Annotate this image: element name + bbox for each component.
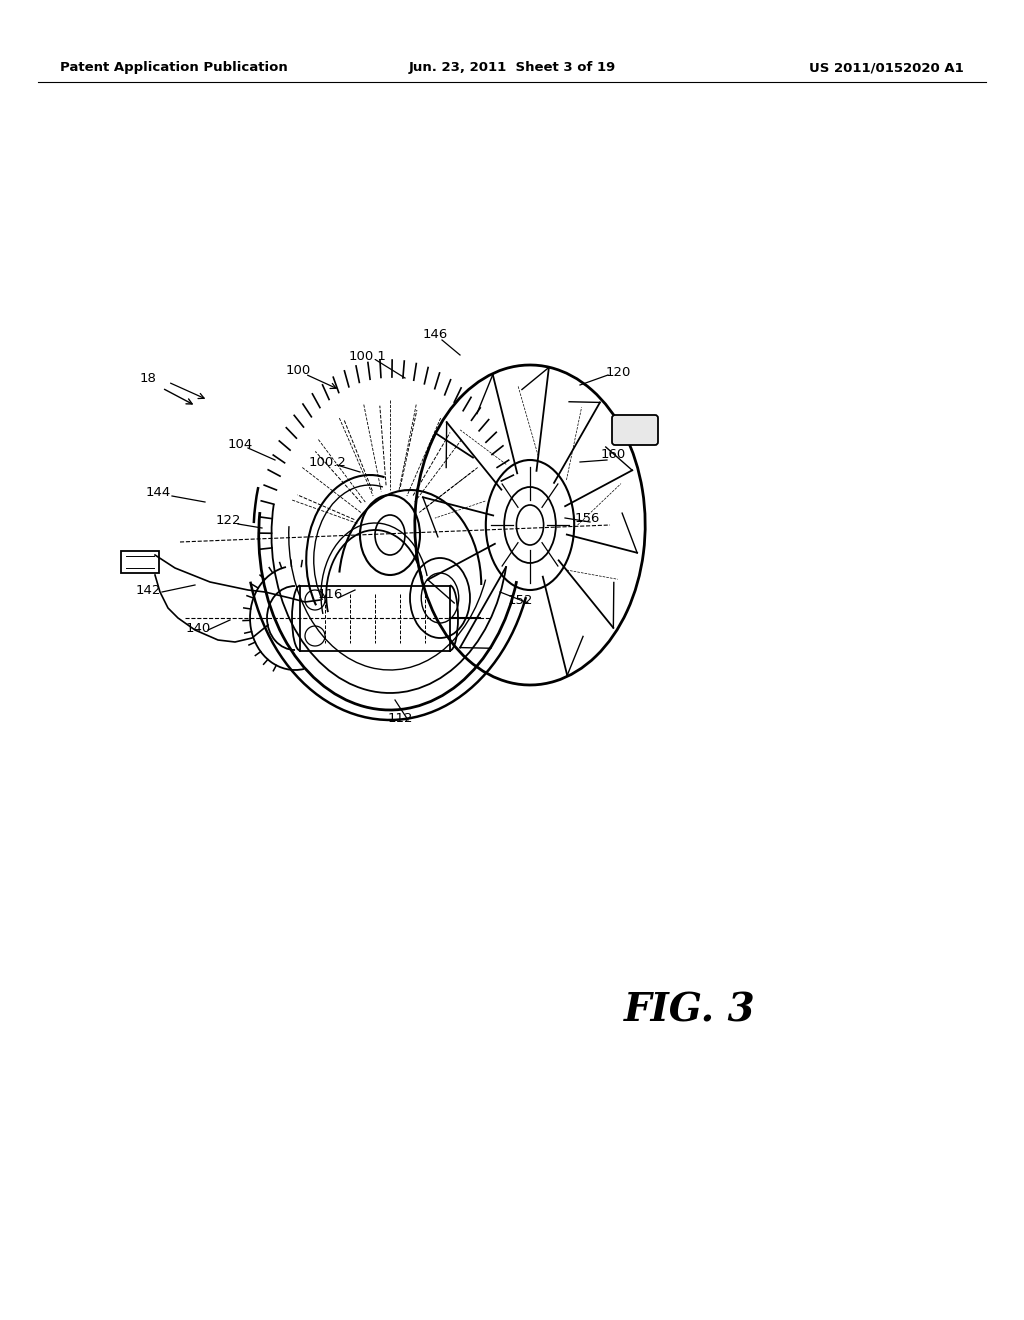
Text: Jun. 23, 2011  Sheet 3 of 19: Jun. 23, 2011 Sheet 3 of 19 [409, 62, 615, 74]
Text: 156: 156 [574, 511, 600, 524]
Text: 160: 160 [600, 449, 626, 462]
Text: 146: 146 [422, 329, 447, 342]
Text: 100.2: 100.2 [309, 455, 347, 469]
Text: US 2011/0152020 A1: US 2011/0152020 A1 [809, 62, 964, 74]
Text: 122: 122 [215, 513, 241, 527]
Text: 140: 140 [185, 622, 211, 635]
Text: 142: 142 [135, 583, 161, 597]
Text: 116: 116 [317, 589, 343, 602]
Text: 100: 100 [286, 363, 310, 376]
Text: 18: 18 [139, 371, 157, 384]
Text: FIG. 3: FIG. 3 [625, 991, 756, 1030]
Text: Patent Application Publication: Patent Application Publication [60, 62, 288, 74]
Bar [121, 550, 159, 573]
Text: 100.1: 100.1 [349, 351, 387, 363]
Text: 104: 104 [227, 438, 253, 451]
Text: 120: 120 [605, 366, 631, 379]
Text: 144: 144 [145, 487, 171, 499]
FancyBboxPatch shape [612, 414, 658, 445]
Text: 152: 152 [507, 594, 532, 606]
Text: 112: 112 [387, 711, 413, 725]
